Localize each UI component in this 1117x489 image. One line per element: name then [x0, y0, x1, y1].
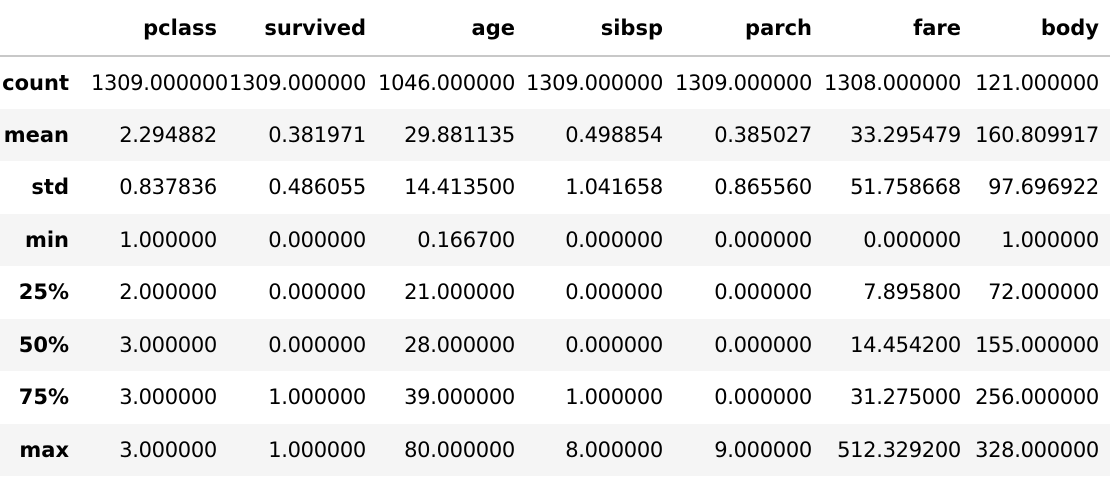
table-cell: 14.413500 — [404, 175, 515, 200]
column-header-pclass: pclass — [91, 0, 228, 57]
table-row: min 1.000000 0.000000 0.166700 0.000000 … — [0, 213, 1110, 266]
table-row: 75% 3.000000 1.000000 39.000000 1.000000… — [0, 371, 1110, 424]
table-cell: 0.000000 — [565, 280, 663, 305]
table-cell: 0.166700 — [417, 227, 515, 252]
table-cell: 0.000000 — [268, 227, 366, 252]
column-header-parch: parch — [674, 0, 823, 57]
row-label: mean — [3, 122, 69, 147]
table-row: mean 2.294882 0.381971 29.881135 0.49885… — [0, 108, 1110, 161]
table-cell: 1309.000000 — [229, 70, 366, 95]
table-cell: 0.000000 — [714, 227, 812, 252]
table-cell: 0.000000 — [714, 385, 812, 410]
table-cell: 0.837836 — [119, 175, 217, 200]
table-cell: 21.000000 — [404, 280, 515, 305]
table-cell: 121.000000 — [975, 70, 1099, 95]
table-cell: 0.000000 — [714, 332, 812, 357]
table-cell: 0.000000 — [268, 280, 366, 305]
table-cell: 512.329200 — [837, 437, 961, 462]
table-cell: 160.809917 — [975, 122, 1099, 147]
table-cell: 256.000000 — [975, 385, 1099, 410]
column-header-sibsp: sibsp — [526, 0, 674, 57]
table-cell: 3.000000 — [119, 385, 217, 410]
table-cell: 1309.000000 — [91, 70, 228, 95]
table-cell: 1309.000000 — [526, 70, 663, 95]
row-label: min — [24, 227, 69, 252]
table-cell: 1.000000 — [268, 385, 366, 410]
table-cell: 0.498854 — [565, 122, 663, 147]
table-cell: 1308.000000 — [824, 70, 961, 95]
table-cell: 3.000000 — [119, 437, 217, 462]
row-label: 75% — [18, 385, 69, 410]
table-header: pclass survived age sibsp parch fare bod… — [0, 0, 1110, 57]
index-header — [0, 0, 91, 57]
column-header-fare: fare — [823, 0, 972, 57]
table-row: std 0.837836 0.486055 14.413500 1.041658… — [0, 161, 1110, 214]
column-header-age: age — [377, 0, 526, 57]
table-cell: 39.000000 — [404, 385, 515, 410]
table-cell: 28.000000 — [404, 332, 515, 357]
table-cell: 72.000000 — [988, 280, 1099, 305]
table-cell: 1.041658 — [565, 175, 663, 200]
table-cell: 1046.000000 — [378, 70, 515, 95]
table-cell: 1.000000 — [119, 227, 217, 252]
table-cell: 3.000000 — [119, 332, 217, 357]
column-header-survived: survived — [228, 0, 377, 57]
column-header-body: body — [972, 0, 1110, 57]
table-cell: 1.000000 — [565, 385, 663, 410]
table-cell: 0.000000 — [565, 332, 663, 357]
row-label: 25% — [18, 280, 69, 305]
table-row: max 3.000000 1.000000 80.000000 8.000000… — [0, 423, 1110, 476]
table-cell: 1.000000 — [268, 437, 366, 462]
table-cell: 0.000000 — [268, 332, 366, 357]
table-row: 50% 3.000000 0.000000 28.000000 0.000000… — [0, 318, 1110, 371]
table-cell: 9.000000 — [714, 437, 812, 462]
row-label: 50% — [18, 332, 69, 357]
table-cell: 97.696922 — [988, 175, 1099, 200]
header-row: pclass survived age sibsp parch fare bod… — [0, 0, 1110, 57]
table-cell: 0.000000 — [863, 227, 961, 252]
table-cell: 33.295479 — [850, 122, 961, 147]
table-cell: 31.275000 — [850, 385, 961, 410]
row-label: std — [31, 175, 69, 200]
row-label: count — [2, 70, 69, 95]
table-cell: 0.000000 — [565, 227, 663, 252]
table-cell: 155.000000 — [975, 332, 1099, 357]
table-cell: 0.381971 — [268, 122, 366, 147]
table-cell: 14.454200 — [850, 332, 961, 357]
describe-table: pclass survived age sibsp parch fare bod… — [0, 0, 1110, 476]
table-cell: 0.385027 — [714, 122, 812, 147]
table-cell: 2.000000 — [119, 280, 217, 305]
table-row: count 1309.000000 1309.000000 1046.00000… — [0, 56, 1110, 109]
table-row: 25% 2.000000 0.000000 21.000000 0.000000… — [0, 266, 1110, 319]
table-cell: 0.000000 — [714, 280, 812, 305]
row-label: max — [19, 437, 69, 462]
table-cell: 1309.000000 — [675, 70, 812, 95]
table-cell: 7.895800 — [863, 280, 961, 305]
table-cell: 0.865560 — [714, 175, 812, 200]
table-body: count 1309.000000 1309.000000 1046.00000… — [0, 56, 1110, 476]
table-cell: 328.000000 — [975, 437, 1099, 462]
table-cell: 2.294882 — [119, 122, 217, 147]
table-cell: 51.758668 — [850, 175, 961, 200]
table-cell: 1.000000 — [1001, 227, 1099, 252]
table-cell: 0.486055 — [268, 175, 366, 200]
table-cell: 29.881135 — [404, 122, 515, 147]
table-cell: 8.000000 — [565, 437, 663, 462]
table-cell: 80.000000 — [404, 437, 515, 462]
